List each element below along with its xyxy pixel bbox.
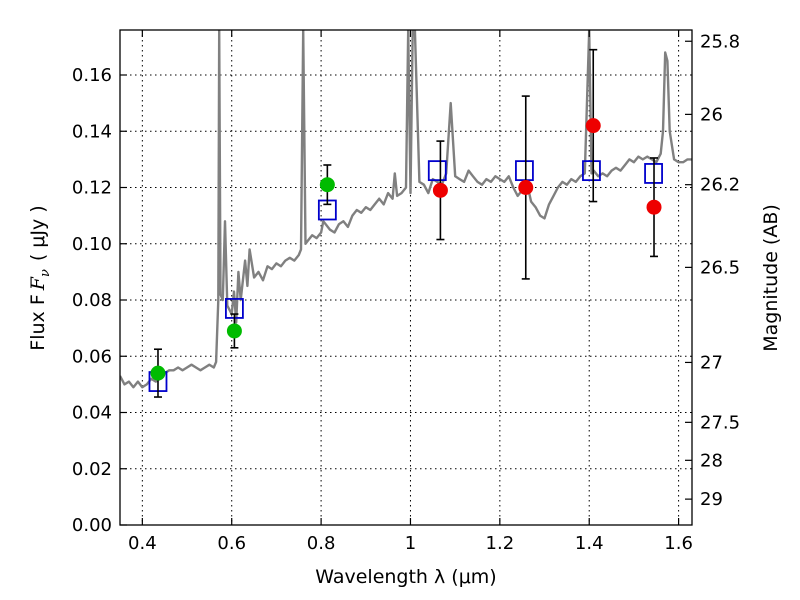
x-tick-label: 1.2 (486, 533, 515, 554)
y2-tick-label: 25.8 (700, 31, 740, 52)
x-tick-label: 1.6 (664, 533, 693, 554)
y2-tick-label: 27.5 (700, 412, 740, 433)
x-tick-label: 0.6 (217, 533, 246, 554)
green-point (150, 365, 166, 381)
y-tick-label: 0.02 (72, 459, 112, 480)
x-tick-label: 1.4 (575, 533, 604, 554)
y-tick-label: 0.16 (72, 65, 112, 86)
y2-tick-label: 26.5 (700, 257, 740, 278)
y-tick-label: 0.12 (72, 178, 112, 199)
plot-frame (119, 29, 693, 526)
x-axis-title: Wavelength λ (μm) (315, 566, 496, 588)
model-square (515, 160, 534, 182)
green-point (226, 323, 242, 339)
y-tick-label: 0.08 (72, 290, 112, 311)
red-point (432, 182, 448, 198)
y-axis-title-italic-f: F (27, 276, 49, 291)
red-point (646, 199, 662, 215)
y-tick-label: 0.14 (72, 121, 112, 142)
y2-tick-label: 26 (700, 104, 723, 125)
spectrum-line (120, 30, 692, 389)
y-axis-title-main: Flux F (27, 294, 49, 350)
x-tick-label: 1 (405, 533, 416, 554)
model-square (427, 160, 447, 182)
green-point (319, 177, 335, 193)
y-axis-title-unit: ( μJy ) (27, 205, 49, 261)
y2-tick-label: 29 (700, 489, 723, 510)
red-point (585, 118, 601, 134)
axis-ticks: 0.4 0.6 0.8 1 1.2 1.4 1.6 0.00 0.02 0.04 0.06 0.08 0… (72, 30, 740, 554)
plot-area (120, 30, 692, 398)
y-tick-label: 0.10 (72, 234, 112, 255)
y-axis-title-subscript: ν (38, 269, 53, 277)
y2-tick-label: 26.2 (700, 175, 740, 196)
red-point (518, 180, 534, 195)
y-tick-label: 0.06 (72, 346, 112, 367)
model-square (582, 160, 601, 182)
y2-axis-title: Magnitude (AB) (760, 204, 782, 352)
x-tick-label: 0.4 (128, 533, 157, 554)
y-axis-title: Flux F Fν ( μJy ) (27, 205, 53, 350)
y-tick-label: 0.04 (72, 403, 112, 424)
y2-tick-label: 27 (700, 352, 723, 373)
y-tick-label: 0.00 (72, 515, 112, 536)
x-tick-label: 0.8 (307, 533, 336, 554)
y2-tick-label: 28 (700, 450, 723, 471)
